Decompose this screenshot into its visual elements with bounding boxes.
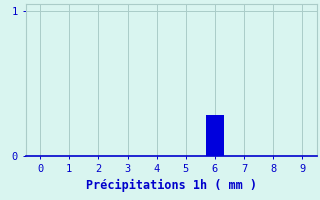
Bar	[206, 115, 224, 156]
X-axis label: Précipitations 1h ( mm ): Précipitations 1h ( mm )	[86, 179, 257, 192]
